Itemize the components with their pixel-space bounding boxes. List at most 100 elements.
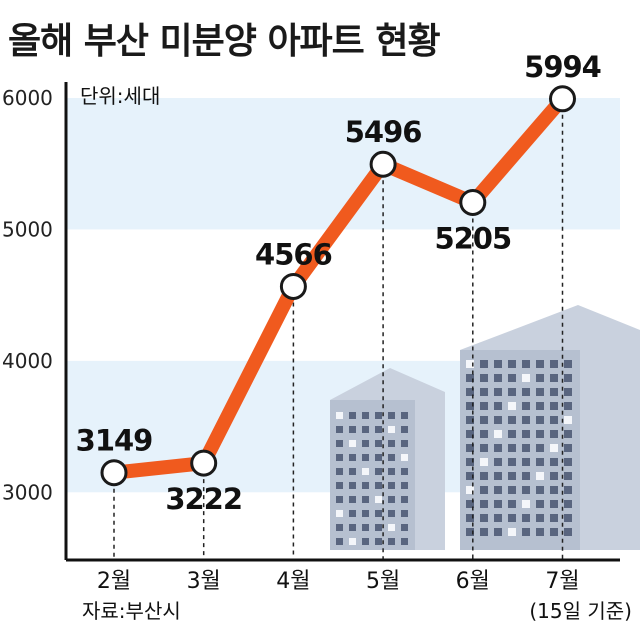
window [466,500,474,508]
window [508,486,516,494]
window [536,486,544,494]
window [522,402,530,410]
window [508,360,516,368]
window [564,472,572,480]
window [550,458,558,466]
window [550,360,558,368]
window [550,472,558,480]
window [522,486,530,494]
source-label: 자료:부산시 [82,599,181,623]
window [564,374,572,382]
y-tick-labels: 6000 5000 4000 3000 [2,86,53,504]
window [466,514,474,522]
series-line [107,91,570,480]
window [564,486,572,494]
window [336,426,343,433]
window [362,468,369,475]
window [349,468,356,475]
window [494,528,502,536]
window [388,426,395,433]
window [401,524,408,531]
window [362,538,369,545]
window [336,412,343,419]
window [564,416,572,424]
window [362,496,369,503]
window [375,454,382,461]
data-label: 3149 [76,424,153,458]
window [550,402,558,410]
window [375,426,382,433]
window [564,458,572,466]
window [362,510,369,517]
window [401,412,408,419]
window [550,430,558,438]
window [401,482,408,489]
window [494,374,502,382]
window [522,444,530,452]
window [564,430,572,438]
window [494,444,502,452]
window [466,444,474,452]
window [508,388,516,396]
window [388,440,395,447]
window [550,374,558,382]
window [536,374,544,382]
data-point [369,150,397,178]
data-label: 3222 [165,482,242,516]
dashed-guides [113,98,564,560]
window [349,482,356,489]
data-label: 5205 [434,221,511,255]
window [401,510,408,517]
window [349,524,356,531]
window [494,514,502,522]
window [349,538,356,545]
window [336,538,343,545]
window [508,402,516,410]
window [564,388,572,396]
window [349,440,356,447]
window [336,482,343,489]
window [536,360,544,368]
window [508,374,516,382]
window [349,426,356,433]
window [480,360,488,368]
window [401,426,408,433]
chart-title: 올해 부산 미분양 아파트 현황 [8,21,441,62]
window [466,430,474,438]
unit-label: 단위:세대 [80,84,160,108]
window [536,430,544,438]
window [550,416,558,424]
window [349,412,356,419]
window [375,468,382,475]
window [388,468,395,475]
window [536,402,544,410]
window [480,416,488,424]
window [401,538,408,545]
window [401,440,408,447]
window [466,416,474,424]
building-windows [336,360,572,545]
data-label: 5496 [345,115,422,149]
window [480,514,488,522]
window [536,514,544,522]
window [522,500,530,508]
data-point [190,449,218,477]
window [349,496,356,503]
window [536,458,544,466]
x-tick-label: 3월 [187,569,221,594]
window [401,468,408,475]
data-points [100,85,576,487]
window [508,528,516,536]
window [466,388,474,396]
window [388,538,395,545]
window [362,440,369,447]
window [522,416,530,424]
window [494,472,502,480]
data-point [549,85,576,113]
window [349,454,356,461]
window [522,528,530,536]
window [388,454,395,461]
window [480,374,488,382]
window [522,430,530,438]
